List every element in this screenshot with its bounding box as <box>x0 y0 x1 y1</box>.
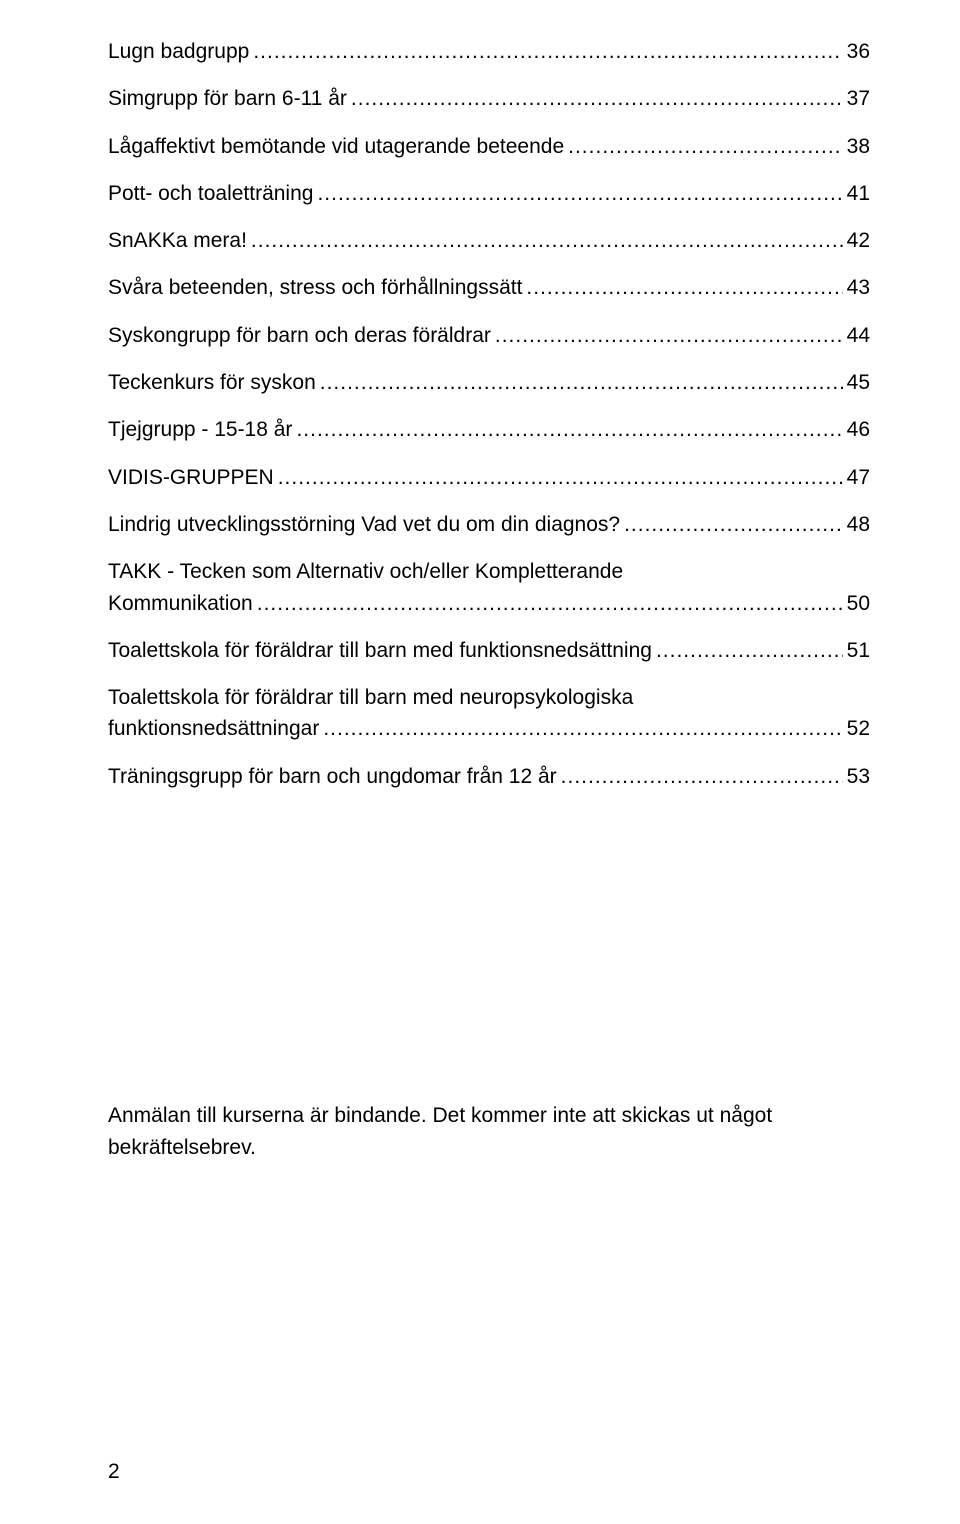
toc-leader <box>351 85 843 112</box>
toc-page: 41 <box>847 180 870 207</box>
toc-page: 38 <box>847 133 870 160</box>
toc-page: 53 <box>847 763 870 790</box>
toc-entry: Träningsgrupp för barn och ungdomar från… <box>108 763 870 790</box>
toc-entry: Pott- och toaletträning 41 <box>108 180 870 207</box>
toc-label: Tjejgrupp - 15-18 år <box>108 416 292 443</box>
toc-label: Lindrig utvecklingsstörning Vad vet du o… <box>108 511 620 538</box>
toc-page: 52 <box>847 715 870 742</box>
toc-label: VIDIS-GRUPPEN <box>108 464 274 491</box>
toc-entry: Lågaffektivt bemötande vid utagerande be… <box>108 133 870 160</box>
toc-entry: SnAKKa mera! 42 <box>108 227 870 254</box>
toc-label: Svåra beteenden, stress och förhållnings… <box>108 274 522 301</box>
toc-label-line2: Kommunikation <box>108 590 253 617</box>
toc-label: Teckenkurs för syskon <box>108 369 316 396</box>
table-of-contents: Lugn badgrupp 36 Simgrupp för barn 6-11 … <box>108 38 870 790</box>
toc-page: 42 <box>847 227 870 254</box>
toc-leader <box>320 369 843 396</box>
toc-label: Toalettskola för föräldrar till barn med… <box>108 637 652 664</box>
toc-leader <box>278 464 843 491</box>
toc-page: 37 <box>847 85 870 112</box>
toc-entry: TAKK - Tecken som Alternativ och/eller K… <box>108 558 870 617</box>
toc-page: 36 <box>847 38 870 65</box>
toc-leader <box>251 227 843 254</box>
toc-label-line1: TAKK - Tecken som Alternativ och/eller K… <box>108 558 870 585</box>
toc-page: 43 <box>847 274 870 301</box>
toc-entry: Toalettskola för föräldrar till barn med… <box>108 637 870 664</box>
toc-label-line1: Toalettskola för föräldrar till barn med… <box>108 684 870 711</box>
toc-entry: Simgrupp för barn 6-11 år 37 <box>108 85 870 112</box>
toc-entry: Teckenkurs för syskon 45 <box>108 369 870 396</box>
toc-entry: Lindrig utvecklingsstörning Vad vet du o… <box>108 511 870 538</box>
toc-label: Träningsgrupp för barn och ungdomar från… <box>108 763 557 790</box>
toc-leader <box>561 763 843 790</box>
toc-leader <box>656 637 843 664</box>
toc-leader <box>624 511 843 538</box>
toc-leader <box>296 416 842 443</box>
toc-leader <box>323 715 842 742</box>
toc-label: Simgrupp för barn 6-11 år <box>108 85 347 112</box>
toc-leader <box>568 133 843 160</box>
toc-label: Lågaffektivt bemötande vid utagerande be… <box>108 133 564 160</box>
toc-entry: Svåra beteenden, stress och förhållnings… <box>108 274 870 301</box>
toc-page: 44 <box>847 322 870 349</box>
toc-leader <box>495 322 843 349</box>
toc-entry: VIDIS-GRUPPEN 47 <box>108 464 870 491</box>
toc-page: 45 <box>847 369 870 396</box>
toc-leader <box>253 38 842 65</box>
toc-page: 48 <box>847 511 870 538</box>
footer-note: Anmälan till kurserna är bindande. Det k… <box>108 1100 870 1163</box>
toc-leader <box>526 274 842 301</box>
toc-page: 51 <box>847 637 870 664</box>
toc-entry: Lugn badgrupp 36 <box>108 38 870 65</box>
toc-label: Pott- och toaletträning <box>108 180 313 207</box>
toc-leader <box>257 590 843 617</box>
page-number: 2 <box>108 1460 120 1484</box>
toc-entry: Syskongrupp för barn och deras föräldrar… <box>108 322 870 349</box>
toc-page: 50 <box>847 590 870 617</box>
toc-page: 46 <box>847 416 870 443</box>
toc-label: SnAKKa mera! <box>108 227 247 254</box>
toc-label-line2: funktionsnedsättningar <box>108 715 319 742</box>
toc-label: Syskongrupp för barn och deras föräldrar <box>108 322 491 349</box>
toc-label: Lugn badgrupp <box>108 38 249 65</box>
toc-entry: Tjejgrupp - 15-18 år 46 <box>108 416 870 443</box>
toc-entry: Toalettskola för föräldrar till barn med… <box>108 684 870 743</box>
toc-leader <box>317 180 842 207</box>
toc-page: 47 <box>847 464 870 491</box>
